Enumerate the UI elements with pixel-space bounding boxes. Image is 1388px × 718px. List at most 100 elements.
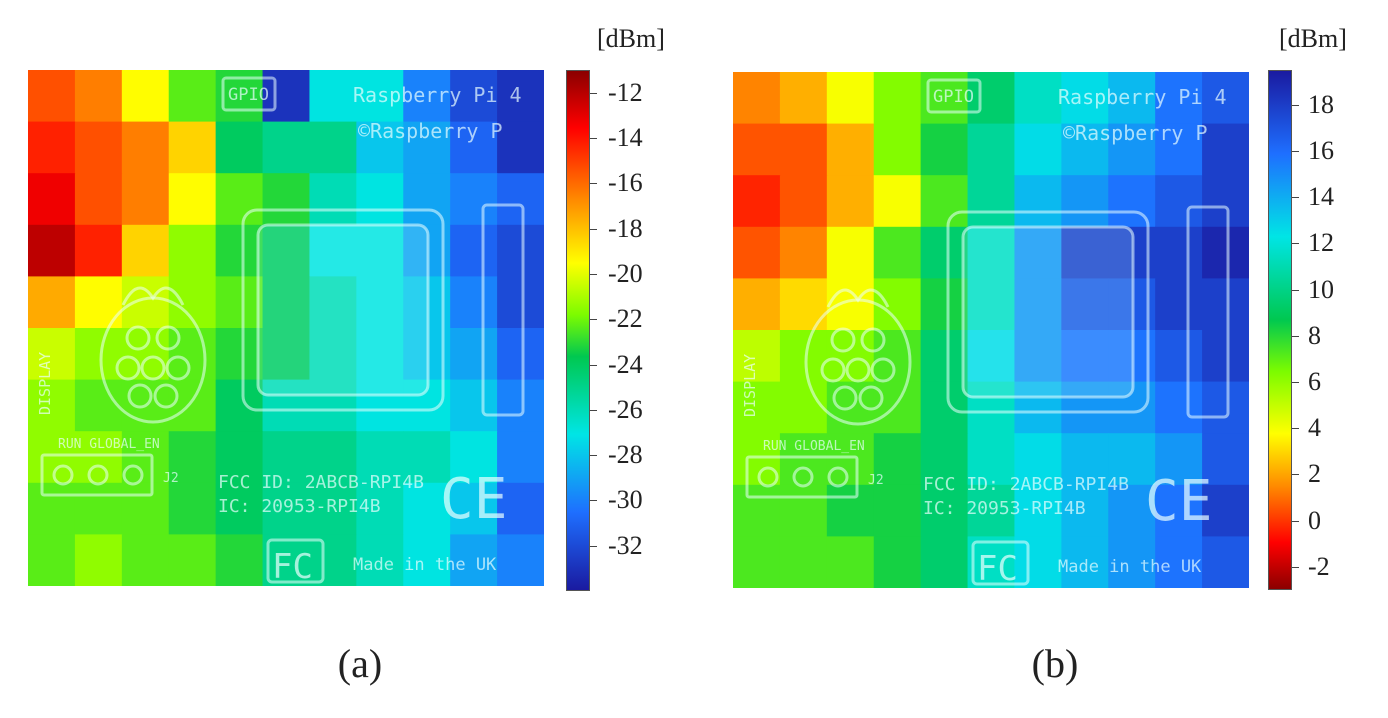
heatmap-cell xyxy=(779,226,828,279)
silk-made: Made in the UK xyxy=(353,555,497,575)
heatmap-cell xyxy=(74,121,123,174)
heatmap-cell xyxy=(826,278,875,331)
heatmap-cell xyxy=(450,431,498,484)
heatmap-a-svg: GPIO Raspberry Pi 4 ©Raspberry P RUN GLOBAL… xyxy=(28,70,544,586)
heatmap-cell xyxy=(826,123,875,176)
heatmap-cell xyxy=(28,379,76,432)
heatmap-cell xyxy=(779,123,828,176)
colorbar-tick-label: -28 xyxy=(608,440,643,470)
heatmap-cell xyxy=(497,224,544,277)
heatmap-cell xyxy=(1108,72,1156,125)
raspberry-logo xyxy=(99,286,207,424)
heatmap-cell xyxy=(450,121,498,174)
heatmap-cell xyxy=(1014,278,1062,331)
heatmap-cell xyxy=(356,70,404,123)
heatmap-cell xyxy=(873,72,922,125)
colorbar-tick xyxy=(590,228,597,230)
silk-display: DISPLAY xyxy=(741,354,759,417)
colorbar-b xyxy=(1268,70,1292,590)
heatmap-cell xyxy=(356,431,404,484)
heatmap-cell xyxy=(28,70,76,123)
colorbar-tick xyxy=(1292,197,1299,199)
heatmap-cell xyxy=(356,379,404,432)
silk-fcc: FC xyxy=(272,547,313,586)
heatmap-cell xyxy=(1155,123,1203,176)
heatmap-cell xyxy=(309,431,357,484)
heatmap-cell xyxy=(1061,72,1109,125)
heatmap-cell xyxy=(403,70,451,123)
heatmap-cell xyxy=(168,534,217,586)
silk-ic: IC: 20953-RPI4B xyxy=(218,496,381,517)
heatmap-cell xyxy=(121,224,170,277)
heatmap-cell xyxy=(779,175,828,228)
heatmap-cell xyxy=(215,379,264,432)
colorbar-tick xyxy=(1292,428,1299,430)
heatmap-b: GPIO Raspberry Pi 4 ©Raspberry P RUN GLOBAL… xyxy=(733,72,1249,588)
heatmap-cell xyxy=(215,173,264,226)
header-pin xyxy=(792,466,814,488)
colorbar-tick-label: -22 xyxy=(608,304,643,334)
heatmap-cell xyxy=(1061,433,1109,486)
heatmap-cell xyxy=(1155,72,1203,125)
colorbar-tick-label: -32 xyxy=(608,530,643,560)
heatmap-cell xyxy=(1108,123,1156,176)
heatmap-cell xyxy=(497,534,544,586)
heatmap-cell xyxy=(1061,381,1109,434)
heatmap-cell xyxy=(497,121,544,174)
heatmap-cell xyxy=(1202,433,1249,486)
colorbar-tick xyxy=(590,409,597,411)
silk-copyright: ©Raspberry P xyxy=(358,119,503,143)
heatmap-cell xyxy=(779,433,828,486)
heatmap-cell xyxy=(121,173,170,226)
silk-fcc-id: FCC ID: 2ABCB-RPI4B xyxy=(923,474,1129,495)
heatmap-cell xyxy=(733,175,781,228)
heatmap-cell xyxy=(215,431,264,484)
colorbar-tick-label: 4 xyxy=(1308,413,1321,443)
heatmap-cell xyxy=(1014,72,1062,125)
colorbar-tick xyxy=(590,92,597,94)
heatmap-cell xyxy=(1014,381,1062,434)
heatmap-cell xyxy=(356,276,404,329)
colorbar-tick xyxy=(1292,150,1299,152)
colorbar-tick-label: -2 xyxy=(1308,551,1330,581)
heatmap-cell xyxy=(873,433,922,486)
heatmap-cell xyxy=(74,379,123,432)
header-pin xyxy=(52,464,74,486)
heatmap-cell xyxy=(1155,226,1203,279)
heatmap-cell xyxy=(1202,226,1249,279)
heatmap-cell xyxy=(450,534,498,586)
heatmap-cell xyxy=(450,173,498,226)
silk-model: Raspberry Pi 4 xyxy=(353,83,522,107)
heatmap-cell xyxy=(403,482,451,535)
heatmap-cell xyxy=(74,431,123,484)
heatmap-cell xyxy=(920,433,969,486)
heatmap-cell xyxy=(309,276,357,329)
board-overlay xyxy=(40,76,525,584)
heatmap-cell xyxy=(1202,484,1249,537)
colorbar-a xyxy=(566,70,590,591)
silk-fcc: FC xyxy=(977,549,1018,588)
heatmap-cell xyxy=(920,536,969,588)
colorbar-tick xyxy=(590,455,597,457)
soc-chip-die xyxy=(256,223,430,397)
heatmap-cell xyxy=(168,328,217,381)
silk-gpio: GPIO xyxy=(933,87,974,107)
colorbar-tick-label: -18 xyxy=(608,213,643,243)
heatmap-a: GPIO Raspberry Pi 4 ©Raspberry P RUN GLOBAL… xyxy=(28,70,544,586)
colorbar-tick-label: -20 xyxy=(608,258,643,288)
silk-display: DISPLAY xyxy=(36,352,54,415)
colorbar-tick xyxy=(590,183,597,185)
colorbar-tick xyxy=(590,138,597,139)
colorbar-tick xyxy=(590,319,597,321)
heatmap-cell xyxy=(497,379,544,432)
pin-header xyxy=(745,455,859,499)
heatmap-cell xyxy=(356,224,404,277)
heatmap-cell xyxy=(1202,175,1249,228)
silk-made: Made in the UK xyxy=(1058,557,1202,577)
heatmap-cell xyxy=(450,328,498,381)
heatmap-cell xyxy=(1014,330,1062,383)
heatmap-cell xyxy=(74,534,123,586)
heatmap-cell xyxy=(1014,536,1062,588)
heatmap-cell xyxy=(262,482,311,535)
colorbar-tick-label: 6 xyxy=(1308,367,1321,396)
